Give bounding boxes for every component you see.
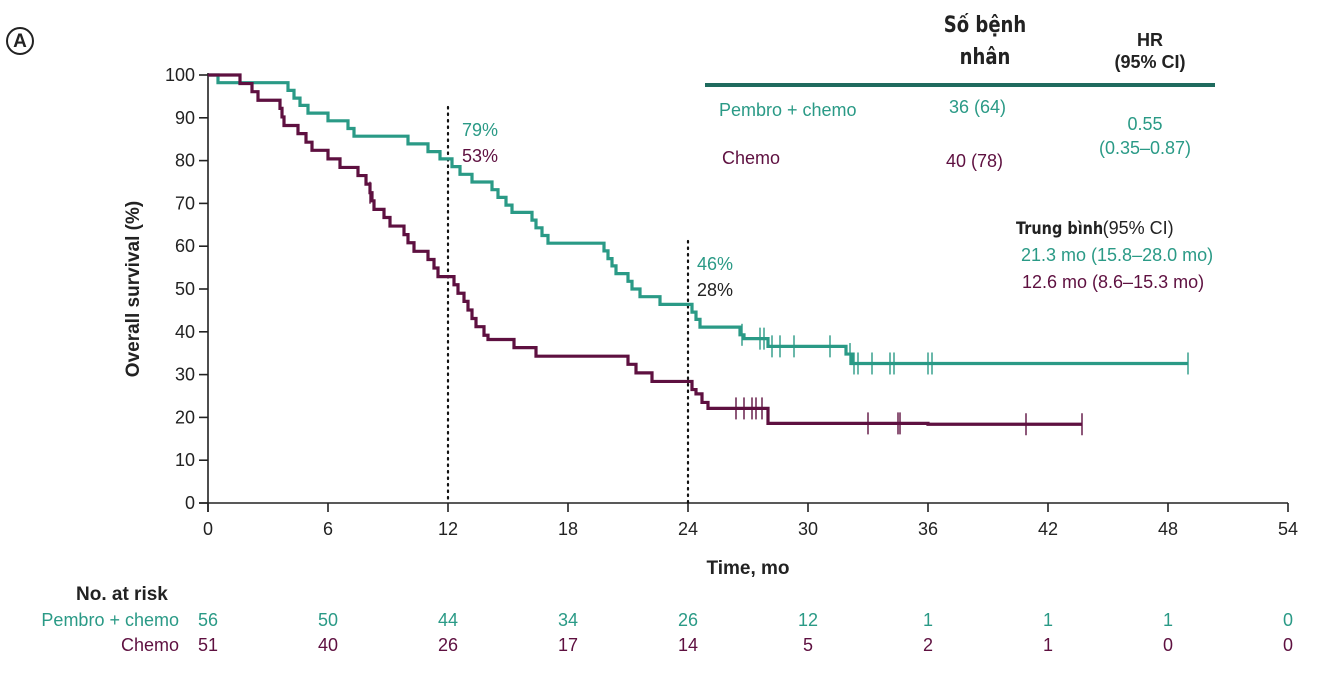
median-header: Trung bình(95% CI) <box>1016 218 1174 239</box>
x-tick-label: 18 <box>558 519 578 539</box>
y-tick-label: 0 <box>185 493 195 513</box>
risk-value-chemo: 1 <box>1042 635 1053 655</box>
annotation-12mo-pembro: 79% <box>462 120 499 140</box>
x-tick-label: 36 <box>918 519 938 539</box>
hazard-ratio: 0.55 (0.35–0.87) <box>1090 112 1200 160</box>
risk-value-chemo: 26 <box>437 635 459 655</box>
risk-value-chemo: 17 <box>557 635 579 655</box>
x-tick-label: 12 <box>438 519 458 539</box>
legend-chemo-label: Chemo <box>722 148 781 168</box>
risk-value-chemo: 51 <box>197 635 219 655</box>
risk-value-chemo: 0 <box>1282 635 1293 655</box>
risk-value-pembro: 1 <box>1162 610 1173 630</box>
y-axis-label: Overall survival (%) <box>123 201 144 377</box>
risk-value-pembro: 34 <box>557 610 579 630</box>
median-pembro: 21.3 mo (15.8–28.0 mo) <box>1021 245 1214 265</box>
legend-chemo-patients: 40 (78) <box>946 151 1004 171</box>
hr-header-line2: (95% CI) <box>1114 52 1186 72</box>
patients-column-header: Số bệnh nhân <box>932 10 1039 74</box>
x-tick-label: 42 <box>1038 519 1058 539</box>
y-tick-label: 70 <box>175 193 195 213</box>
y-tick-label: 30 <box>175 365 195 385</box>
risk-value-chemo: 40 <box>317 635 339 655</box>
risk-value-pembro: 56 <box>197 610 219 630</box>
y-tick-label: 90 <box>175 108 195 128</box>
risk-value-pembro: 12 <box>797 610 819 630</box>
risk-value-pembro: 1 <box>1042 610 1053 630</box>
hr-column-header: HR (95% CI) <box>1085 29 1215 73</box>
risk-row-pembro-label: Pembro + chemo <box>41 610 179 630</box>
legend-table-rule <box>705 83 1215 87</box>
patients-header-line2: nhân <box>959 45 1011 70</box>
x-tick-label: 48 <box>1158 519 1178 539</box>
km-curve-pembro <box>208 73 1188 366</box>
risk-value-pembro: 26 <box>677 610 699 630</box>
y-tick-label: 20 <box>175 407 195 427</box>
risk-value-pembro: 1 <box>922 610 933 630</box>
risk-value-pembro: 44 <box>437 610 459 630</box>
annotation-12mo-chemo: 53% <box>462 146 499 166</box>
legend-pembro-label: Pembro + chemo <box>719 100 857 120</box>
hr-value: 0.55 <box>1127 114 1163 134</box>
y-tick-label: 100 <box>165 65 195 85</box>
annotation-24mo-chemo: 28% <box>697 280 734 300</box>
y-tick-label: 50 <box>175 279 195 299</box>
risk-value-pembro: 50 <box>317 610 339 630</box>
panel-label: A <box>6 27 34 55</box>
risk-table-title: No. at risk <box>76 584 168 605</box>
y-tick-label: 80 <box>175 151 195 171</box>
y-tick-label: 10 <box>175 450 195 470</box>
median-header-ci: (95% CI) <box>1102 218 1174 238</box>
patients-header-line1: Số bệnh <box>943 13 1027 38</box>
annotation-24mo-pembro: 46% <box>697 254 734 274</box>
hr-header-line1: HR <box>1137 30 1163 50</box>
legend-pembro-patients: 36 (64) <box>949 97 1007 117</box>
x-tick-label: 6 <box>323 519 333 539</box>
risk-value-chemo: 5 <box>802 635 813 655</box>
median-header-bold: Trung bình <box>1016 219 1104 239</box>
hr-ci: (0.35–0.87) <box>1098 138 1192 158</box>
km-curve-chemo <box>208 73 1082 426</box>
x-tick-label: 0 <box>203 519 213 539</box>
x-tick-label: 54 <box>1278 519 1298 539</box>
y-tick-label: 40 <box>175 322 195 342</box>
risk-value-chemo: 0 <box>1162 635 1173 655</box>
x-axis-label: Time, mo <box>706 558 789 579</box>
x-tick-label: 30 <box>798 519 818 539</box>
x-tick-label: 24 <box>678 519 698 539</box>
risk-value-pembro: 0 <box>1282 610 1293 630</box>
risk-row-chemo-label: Chemo <box>120 635 179 655</box>
risk-value-chemo: 2 <box>922 635 933 655</box>
median-chemo: 12.6 mo (8.6–15.3 mo) <box>1022 272 1205 292</box>
risk-value-chemo: 14 <box>677 635 699 655</box>
y-tick-label: 60 <box>175 236 195 256</box>
